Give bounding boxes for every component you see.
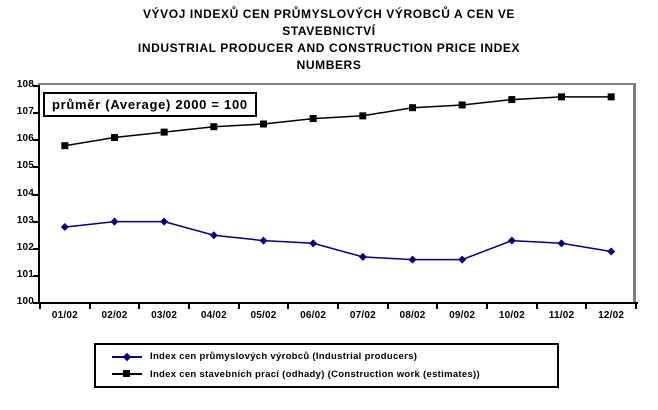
x-tick — [39, 304, 41, 309]
x-tick — [535, 304, 538, 309]
x-axis-label: 09/02 — [449, 310, 476, 321]
diamond-data-point — [557, 239, 566, 248]
y-axis-label: 106 — [16, 133, 34, 145]
x-axis-label: 01/02 — [51, 310, 78, 321]
square-data-point — [111, 134, 118, 142]
x-axis-label: 05/02 — [250, 310, 277, 321]
x-axis-label: 02/02 — [101, 310, 128, 321]
legend-item-construction-work: Index cen stavebních prací (odhady) (Con… — [112, 366, 553, 383]
x-tick — [486, 304, 488, 309]
square-data-point — [607, 93, 615, 101]
y-axis-label: 104 — [16, 187, 34, 199]
y-axis-label: 105 — [16, 160, 34, 172]
square-data-point — [409, 104, 416, 112]
x-tick — [585, 304, 588, 309]
legend-item-industrial-producers: Index cen průmyslových výrobců (Industri… — [112, 348, 553, 365]
x-axis-label: 11/02 — [548, 310, 575, 321]
square-data-point — [558, 93, 565, 101]
x-axis-line — [38, 302, 638, 304]
square-data-point — [359, 112, 367, 120]
square-data-point — [260, 120, 267, 128]
x-tick — [138, 304, 141, 309]
x-tick — [635, 304, 637, 309]
diamond-marker-icon — [122, 352, 132, 361]
y-axis-label: 101 — [16, 268, 34, 280]
x-tick — [436, 304, 439, 309]
y-tick — [33, 247, 38, 250]
square-series-sample-icon — [112, 369, 142, 379]
x-axis-label: 03/02 — [151, 310, 178, 321]
x-axis-label: 12/02 — [598, 310, 625, 321]
x-axis-label: 04/02 — [200, 310, 227, 321]
title-line-3: INDUSTRIAL PRODUCER AND CONSTRUCTION PRI… — [137, 41, 521, 55]
diamond-data-point — [458, 255, 467, 264]
x-axis-label: 06/02 — [300, 310, 327, 321]
square-data-point — [508, 96, 516, 104]
y-tick — [33, 166, 38, 169]
legend: Index cen průmyslových výrobců (Industri… — [94, 343, 559, 388]
square-data-point — [309, 115, 317, 123]
annotation-box: průměr (Average) 2000 = 100 — [43, 92, 257, 117]
x-tick — [188, 304, 190, 309]
diamond-data-point — [408, 255, 417, 264]
x-axis-label: 07/02 — [349, 310, 376, 321]
diamond-data-point — [358, 252, 367, 261]
square-data-point — [210, 123, 218, 131]
title-line-4: NUMBERS — [296, 58, 362, 72]
y-tick — [33, 193, 38, 196]
y-tick — [33, 302, 38, 304]
chart-title: VÝVOJ INDEXŮ CEN PRŮMYSLOVÝCH VÝROBCŮ A … — [0, 6, 658, 74]
y-axis-label: 103 — [16, 214, 34, 226]
x-tick — [237, 304, 240, 309]
y-tick — [33, 274, 38, 277]
x-tick — [287, 304, 290, 309]
x-tick — [386, 304, 389, 309]
plot-frame-right — [633, 83, 636, 304]
legend-label-industrial: Index cen průmyslových výrobců (Industri… — [150, 351, 418, 363]
square-data-point — [160, 128, 168, 136]
x-tick — [337, 304, 339, 309]
diamond-data-point — [209, 231, 218, 240]
diamond-data-point — [110, 217, 119, 226]
square-marker-icon — [123, 370, 130, 378]
y-axis-label: 108 — [16, 79, 34, 90]
diamond-data-point — [160, 217, 169, 226]
y-tick — [33, 220, 38, 223]
diamond-data-point — [309, 239, 318, 248]
series-line-diamond — [64, 220, 612, 261]
y-axis-label: 107 — [16, 106, 34, 118]
y-tick — [33, 112, 38, 115]
plot-frame-top — [38, 83, 636, 85]
diamond-data-point — [607, 247, 616, 256]
square-data-point — [61, 142, 69, 150]
title-line-1: VÝVOJ INDEXŮ CEN PRŮMYSLOVÝCH VÝROBCŮ A … — [142, 7, 516, 21]
x-tick — [88, 304, 91, 309]
plot-area — [60, 93, 616, 264]
y-axis-line — [38, 85, 40, 304]
diamond-data-point — [60, 223, 69, 232]
series-line-square — [64, 96, 612, 147]
square-data-point — [458, 101, 466, 109]
x-axis-label: 08/02 — [399, 310, 426, 321]
diamond-data-point — [507, 236, 516, 245]
diamond-data-point — [259, 236, 268, 245]
annotation-text: průměr (Average) 2000 = 100 — [52, 97, 248, 112]
y-axis-label: 100 — [16, 296, 34, 307]
y-tick — [33, 85, 38, 87]
title-line-2: STAVEBNICTVÍ — [282, 24, 376, 38]
y-tick — [33, 139, 38, 142]
x-axis-label: 10/02 — [498, 310, 525, 321]
legend-label-construction: Index cen stavebních prací (odhady) (Con… — [150, 368, 480, 380]
y-axis-label: 102 — [16, 241, 34, 253]
diamond-series-sample-icon — [112, 352, 142, 362]
